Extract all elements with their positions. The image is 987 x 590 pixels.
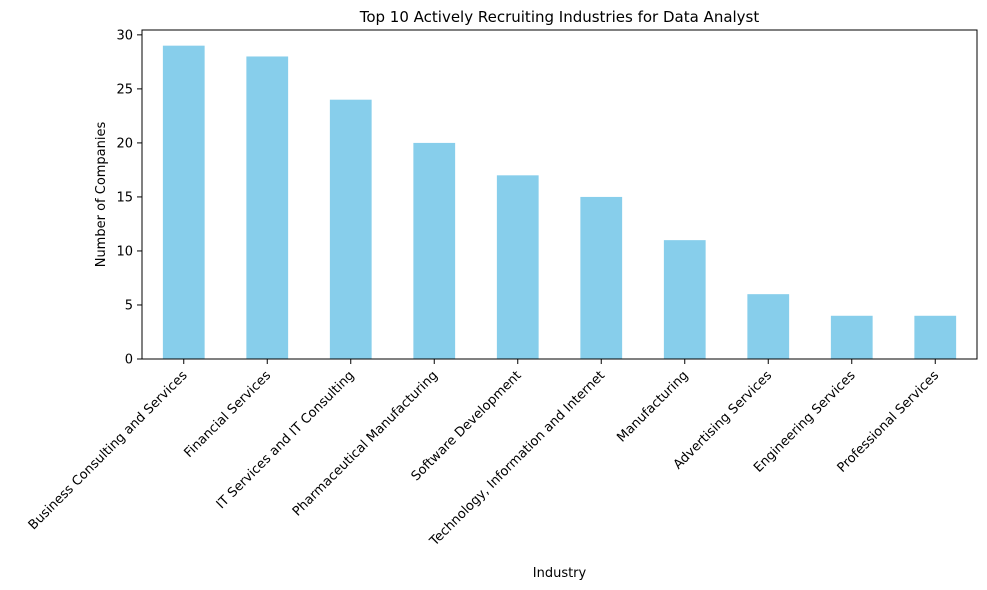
y-axis: 0 5 10 15 20 25 30 [116,28,142,368]
bar-4 [413,142,456,359]
bar-7 [663,240,706,359]
x-tick-label: Pharmaceutical Manufacturing [290,368,441,519]
bar-1 [162,45,205,360]
bar-6 [580,196,623,359]
chart-title: Top 10 Actively Recruiting Industries fo… [359,8,760,26]
y-axis-label: Number of Companies [94,122,109,268]
bars-group [162,45,957,360]
x-axis-label: Industry [533,566,587,581]
y-tick-label: 30 [116,28,133,43]
y-tick-label: 25 [116,82,133,97]
y-tick-label: 10 [116,244,133,259]
bar-8 [747,294,790,359]
y-tick-label: 5 [125,298,133,313]
plot-frame [141,29,978,360]
bar-10 [914,315,957,359]
x-tick-label: Technology, Information and Internet [427,368,609,550]
x-tick-label: Financial Services [182,368,275,461]
bar-2 [246,56,289,359]
x-tick-label: IT Services and IT Consulting [214,368,358,512]
bar-3 [329,99,372,359]
bar-5 [496,175,539,359]
bar-9 [830,315,873,359]
x-axis: Business Consulting and ServicesFinancia… [26,359,942,550]
x-tick-label: Manufacturing [614,368,691,445]
y-tick-label: 20 [116,136,133,151]
y-tick-label: 0 [125,353,133,368]
y-tick-label: 15 [116,190,133,205]
x-tick-label: Business Consulting and Services [26,368,191,533]
